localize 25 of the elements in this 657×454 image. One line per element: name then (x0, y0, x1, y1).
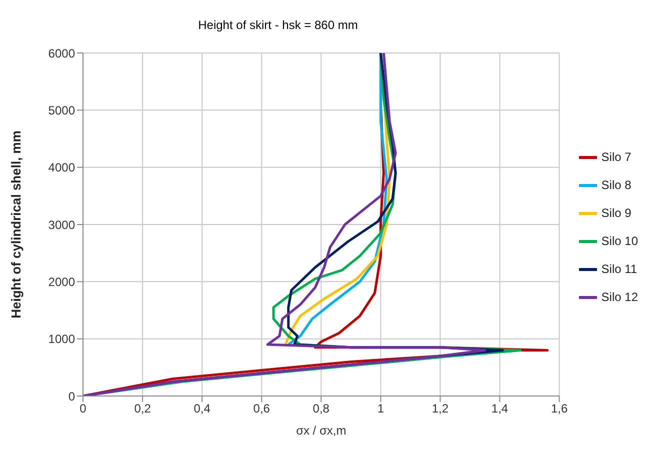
x-tick-label: 0 (80, 402, 87, 416)
x-tick-label: 1,6 (550, 402, 568, 416)
legend-label: Silo 10 (601, 234, 638, 248)
legend-label: Silo 8 (601, 178, 632, 192)
legend-label: Silo 9 (601, 206, 632, 220)
x-tick-label: 0,6 (253, 402, 270, 416)
chart-title: Height of skirt - hsk = 860 mm (197, 18, 359, 32)
y-axis-title: Height of cylindrical shell, mm (8, 130, 24, 318)
x-axis-title: σx / σx,m (296, 424, 346, 438)
x-tick-label: 1,2 (432, 402, 449, 416)
legend-label: Silo 7 (601, 150, 632, 164)
y-tick-label: 0 (68, 389, 76, 404)
x-tick-label: 1 (377, 402, 384, 416)
x-tick-label: 1,4 (491, 402, 508, 416)
y-tick-label: 3000 (48, 218, 76, 232)
y-tick-label: 2000 (48, 274, 76, 289)
y-tick-label: 6000 (48, 46, 76, 60)
y-tick-label: 4000 (48, 160, 76, 175)
legend-label: Silo 12 (601, 290, 638, 304)
y-tick-label: 5000 (48, 103, 76, 118)
x-tick-label: 0,4 (194, 402, 211, 416)
legend-label: Silo 11 (601, 262, 638, 276)
x-tick-label: 0,8 (312, 402, 330, 416)
x-tick-label: 0,2 (134, 402, 152, 416)
y-tick-label: 1000 (48, 332, 76, 346)
